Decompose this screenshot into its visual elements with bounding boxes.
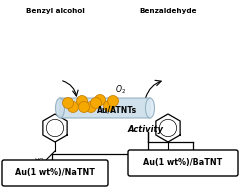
Circle shape [67,101,78,112]
FancyBboxPatch shape [128,150,238,176]
Circle shape [78,101,90,112]
Ellipse shape [55,98,65,118]
Circle shape [108,95,119,106]
FancyBboxPatch shape [60,98,150,118]
Text: Au(1 wt%)/NaTNT: Au(1 wt%)/NaTNT [15,169,95,177]
Circle shape [85,101,96,112]
Circle shape [62,98,73,108]
Text: Benzyl alcohol: Benzyl alcohol [26,8,84,14]
Text: O: O [179,157,184,163]
Text: Activity: Activity [128,125,164,134]
Circle shape [95,94,106,105]
Circle shape [90,98,102,108]
Text: Au/ATNTs: Au/ATNTs [97,105,137,115]
Circle shape [103,101,114,112]
Text: Benzaldehyde: Benzaldehyde [139,8,197,14]
Circle shape [77,95,88,106]
Text: HO: HO [34,157,44,163]
Text: Au(1 wt%)/BaTNT: Au(1 wt%)/BaTNT [143,159,223,167]
FancyBboxPatch shape [2,160,108,186]
Text: $O_2$: $O_2$ [114,84,126,96]
Ellipse shape [145,98,155,118]
